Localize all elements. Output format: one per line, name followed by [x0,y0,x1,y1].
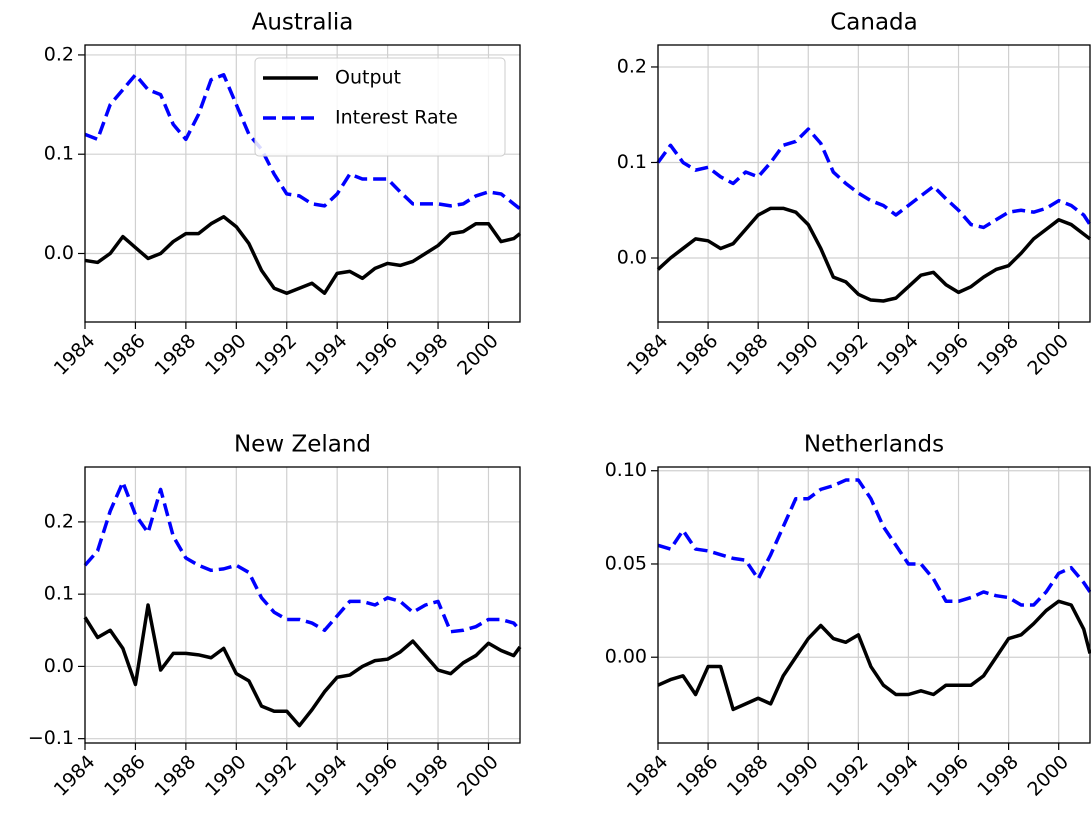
y-tick-label: 0.2 [44,43,74,65]
axes-frame [84,44,521,323]
x-tick-label: 1998 [403,751,453,801]
x-tick-label: 1996 [352,330,402,380]
x-tick-label: 1988 [723,330,773,380]
subplot: 0.0 0.1 0.2 1984 1986 1988 1990 1992 1994 1996 199… [44,10,522,380]
x-tick-label: 2000 [453,751,503,801]
x-tick-label: 1986 [673,751,723,801]
x-tick-label: 1998 [973,751,1023,801]
axes-frame [657,44,1091,323]
y-tick-label: 0.10 [605,459,647,481]
y-tick-label: 0.2 [44,510,74,532]
legend-label: Output [335,67,401,89]
y-tick-label: 0.05 [605,552,647,574]
series-line [84,215,522,295]
x-tick-label: 2000 [453,330,503,380]
y-tick-label: 0.1 [44,583,74,605]
x-tick-label: 1984 [50,330,100,380]
y-tick-label: 0.0 [617,247,647,269]
x-tick-label: 1992 [251,751,301,801]
series-line [83,480,522,634]
x-tick-label: 2000 [1023,751,1073,801]
x-tick-label: 1984 [623,751,673,801]
x-tick-label: 1996 [923,751,973,801]
x-tick-label: 1994 [873,330,923,380]
series-line [656,206,1091,303]
x-tick-label: 1986 [100,751,150,801]
y-tick-label: −0.1 [28,727,74,749]
x-tick-label: 1988 [151,330,201,380]
subplot-title: Australia [252,10,354,36]
series-line [83,603,522,728]
subplot-title: Netherlands [804,432,944,458]
series-line [657,478,1091,607]
subplot-title: New Zeland [234,432,371,458]
y-tick-label: 0.1 [44,143,74,165]
x-tick-label: 1996 [923,330,973,380]
x-tick-label: 1996 [352,751,402,801]
x-tick-label: 1994 [302,330,352,380]
series-line [84,73,522,211]
x-tick-label: 1990 [201,751,251,801]
y-tick-label: 0.0 [44,655,74,677]
subplot-title: Canada [830,10,918,36]
series-line [656,127,1091,230]
y-tick-label: 0.1 [617,151,647,173]
x-tick-label: 1990 [773,751,823,801]
axes-frame [84,466,521,744]
x-tick-label: 2000 [1023,330,1073,380]
x-tick-label: 1998 [973,330,1023,380]
x-tick-label: 1984 [623,330,673,380]
x-tick-label: 1990 [773,330,823,380]
x-tick-label: 1990 [201,330,251,380]
x-tick-label: 1992 [251,330,301,380]
x-tick-label: 1988 [723,751,773,801]
x-tick-label: 1998 [403,330,453,380]
legend-box [254,57,506,157]
x-tick-label: 1986 [100,330,150,380]
x-tick-label: 1984 [50,751,100,801]
y-tick-label: 0.00 [605,646,647,668]
x-tick-label: 1992 [823,330,873,380]
x-tick-label: 1992 [823,751,873,801]
x-tick-label: 1994 [302,751,352,801]
y-tick-label: 0.2 [617,55,647,77]
legend-label: Interest Rate [335,107,458,129]
x-tick-label: 1988 [151,751,201,801]
x-tick-label: 1994 [873,751,923,801]
axes-frame [657,466,1091,744]
y-tick-label: 0.0 [44,242,74,264]
subplot: 0.00 0.05 0.10 1984 1986 1988 1990 1992 1994 1996… [605,432,1091,801]
subplot: 0.0 0.1 0.2 1984 1986 1988 1990 1992 1994 1996 199… [617,10,1091,380]
series-line [657,599,1091,712]
x-tick-label: 1986 [673,330,723,380]
